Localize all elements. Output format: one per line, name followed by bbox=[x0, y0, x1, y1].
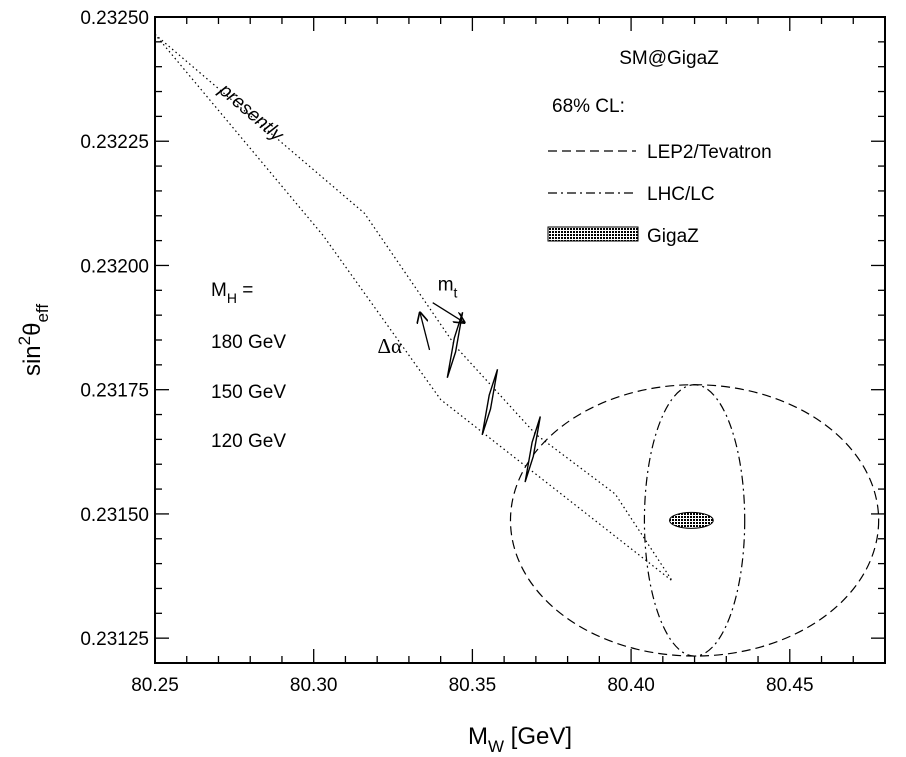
y-tick-label: 0.23175 bbox=[80, 381, 149, 402]
x-tick-label: 80.25 bbox=[131, 675, 179, 696]
region-gigaz bbox=[668, 511, 714, 529]
mh-parallelogram bbox=[446, 311, 464, 379]
x-axis-title: MW [GeV] bbox=[468, 723, 572, 756]
higgs-mass-markers bbox=[446, 311, 541, 483]
legend-entry-gigaz: GigaZ bbox=[647, 226, 699, 247]
legend-subtitle: 68% CL: bbox=[552, 96, 625, 117]
mt-label-main: m bbox=[438, 275, 454, 296]
shift-arrows bbox=[420, 302, 465, 351]
mh-150-label: 150 GeV bbox=[211, 382, 286, 403]
y-tick-label: 0.23150 bbox=[80, 505, 149, 526]
region-lhc-lc bbox=[643, 384, 746, 657]
y-axis-title-sup: 2 bbox=[15, 336, 34, 345]
y-axis-title-pre: sin bbox=[19, 345, 46, 376]
mh-label: MH = bbox=[211, 280, 253, 306]
y-axis-title-main: θ bbox=[19, 323, 46, 336]
presently-band-outline bbox=[154, 33, 673, 582]
x-tick-label: 80.45 bbox=[766, 675, 814, 696]
x-tick-label: 80.30 bbox=[290, 675, 338, 696]
x-tick-label: 80.35 bbox=[449, 675, 497, 696]
y-tick-label: 0.23250 bbox=[80, 8, 149, 29]
mt-label-sub: t bbox=[454, 285, 458, 301]
y-axis-title-sub: eff bbox=[33, 304, 52, 323]
x-axis-title-rest: [GeV] bbox=[504, 723, 572, 750]
presently-label: presently bbox=[214, 79, 288, 147]
mh-label-rest: = bbox=[237, 280, 253, 301]
mh-120-label: 120 GeV bbox=[211, 431, 286, 452]
legend-title: SM@GigaZ bbox=[619, 48, 719, 69]
legend-entry-lhc: LHC/LC bbox=[647, 184, 715, 205]
y-tick-labels: 0.23125 0.23150 0.23175 0.23200 0.23225 0.232… bbox=[80, 8, 149, 650]
x-axis-title-sub: W bbox=[488, 737, 504, 756]
axis-ticks bbox=[154, 16, 886, 664]
delta-alpha-arrow bbox=[420, 313, 431, 351]
presently-band bbox=[154, 33, 673, 582]
delta-alpha-label: Δα bbox=[378, 334, 403, 358]
y-tick-label: 0.23125 bbox=[80, 629, 149, 650]
confidence-regions bbox=[509, 384, 880, 657]
y-axis-title: sin2θeff bbox=[15, 304, 52, 376]
mh-180-label: 180 GeV bbox=[211, 332, 286, 353]
legend-gigaz-swatch bbox=[547, 226, 639, 242]
mt-label: mt bbox=[438, 275, 458, 301]
x-tick-label: 80.40 bbox=[607, 675, 655, 696]
x-tick-labels: 80.25 80.30 80.35 80.40 80.45 bbox=[131, 675, 813, 696]
mh-parallelogram bbox=[524, 416, 541, 483]
x-axis-title-main: M bbox=[468, 723, 488, 750]
legend: SM@GigaZ 68% CL: LEP2/Tevatron LHC/LC Gi… bbox=[547, 48, 772, 247]
mh-label-sub: H bbox=[227, 290, 237, 306]
mt-arrow bbox=[432, 302, 465, 323]
mh-parallelogram bbox=[481, 369, 499, 436]
legend-entry-lep2: LEP2/Tevatron bbox=[647, 142, 772, 163]
y-tick-label: 0.23200 bbox=[80, 256, 149, 277]
mh-label-main: M bbox=[211, 280, 227, 301]
y-tick-label: 0.23225 bbox=[80, 132, 149, 153]
